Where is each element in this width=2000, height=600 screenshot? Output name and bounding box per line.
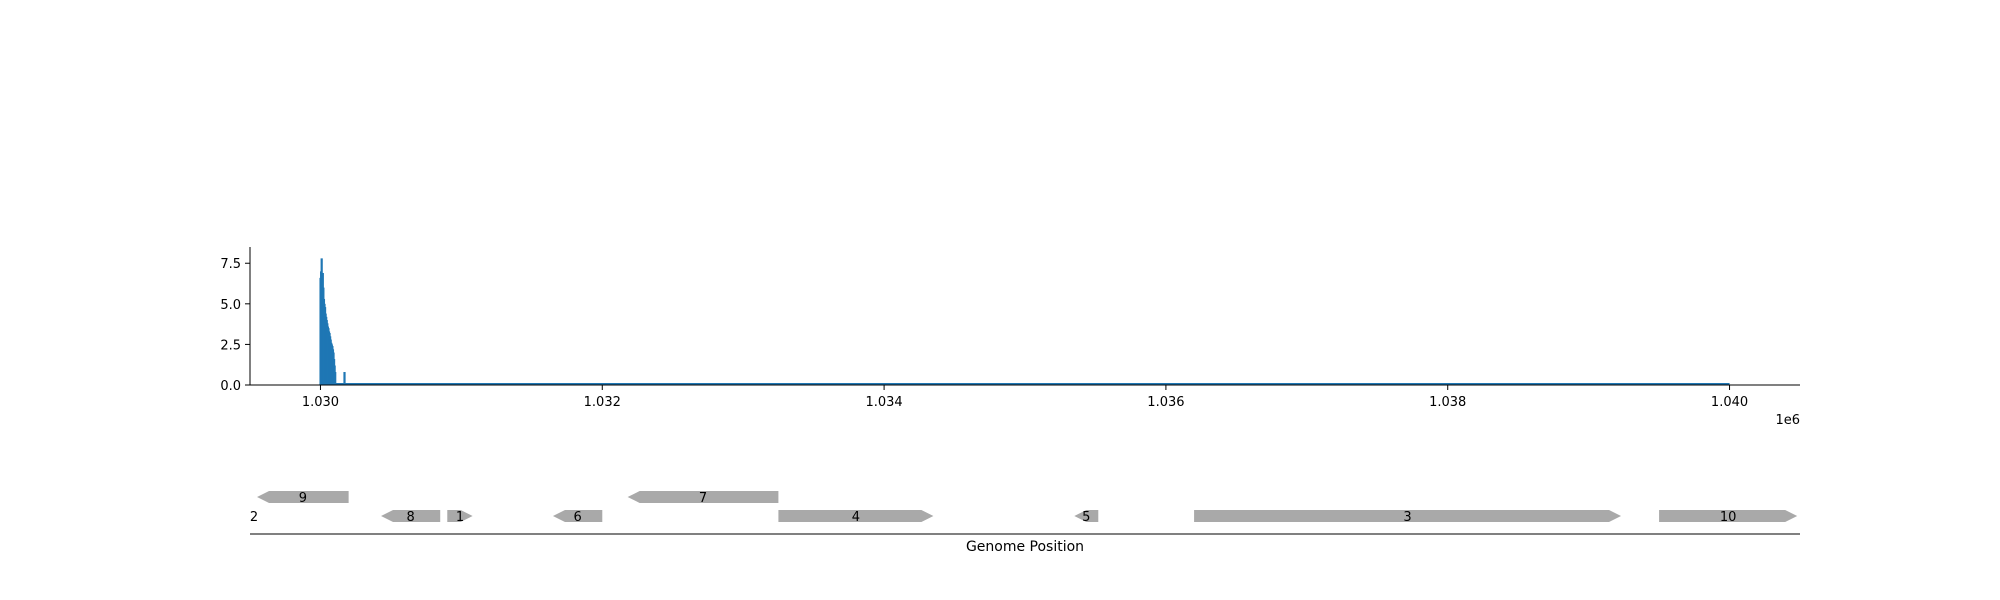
gene-arrow-shape — [381, 510, 441, 522]
y-tick-label: 7.5 — [220, 257, 241, 272]
gene-arrow: 2 — [250, 510, 258, 525]
gene-track-panel: 2 9 8 1 6 7 4 5 3 10 Genome Position — [250, 491, 1800, 555]
gene-label: 1 — [456, 510, 464, 525]
x-tick-label: 1.034 — [865, 395, 902, 410]
x-tick-label: 1.030 — [302, 395, 339, 410]
y-tick-label: 2.5 — [220, 338, 241, 353]
x-tick-label: 1.040 — [1711, 395, 1748, 410]
y-tick-label: 0.0 — [220, 379, 241, 394]
x-axis-title: Genome Position — [966, 539, 1084, 555]
x-axis-offset-label: 1e6 — [1775, 413, 1800, 428]
gene-label: 6 — [573, 510, 581, 525]
gene-arrow: 9 — [257, 491, 349, 506]
coverage-bar — [334, 372, 337, 385]
gene-arrow-shape — [1074, 510, 1099, 522]
gene-arrow: 1 — [447, 510, 473, 525]
gene-arrow-shape — [1659, 510, 1798, 522]
gene-label: 3 — [1403, 510, 1411, 525]
gene-label: 8 — [406, 510, 414, 525]
gene-arrow: 6 — [552, 510, 603, 525]
gene-arrow: 8 — [381, 510, 441, 525]
gene-arrow-shape — [552, 510, 603, 522]
gene-arrow-shape — [447, 510, 473, 522]
gene-arrow: 7 — [627, 491, 779, 506]
gene-arrow-shape — [627, 491, 779, 503]
gene-label: 10 — [1720, 510, 1737, 525]
gene-arrow: 3 — [1194, 510, 1622, 525]
x-axis-ticks: 1.030 1.032 1.034 1.036 1.038 1.040 — [302, 385, 1748, 410]
coverage-bars — [319, 258, 346, 385]
gene-arrow-shape — [257, 491, 349, 503]
gene-arrows: 2 9 8 1 6 7 4 5 3 10 — [250, 491, 1798, 525]
gene-label: 5 — [1082, 510, 1090, 525]
gene-label: 9 — [299, 491, 307, 506]
gene-arrow-shape — [1194, 510, 1622, 522]
y-tick-label: 5.0 — [220, 298, 241, 313]
gene-arrow: 4 — [778, 510, 934, 525]
coverage-panel: 0.02.55.07.5 1.030 1.032 1.034 1.036 1.038 1.… — [220, 247, 1800, 428]
gene-label: 4 — [852, 510, 860, 525]
gene-arrow: 10 — [1659, 510, 1798, 525]
x-tick-label: 1.032 — [584, 395, 621, 410]
x-tick-label: 1.036 — [1147, 395, 1184, 410]
gene-label: 2 — [250, 510, 258, 525]
gene-arrow: 5 — [1074, 510, 1099, 525]
x-tick-label: 1.038 — [1429, 395, 1466, 410]
gene-label: 7 — [699, 491, 707, 506]
y-axis-ticks: 0.0 2.5 5.0 7.5 — [220, 257, 250, 394]
gene-arrow-shape — [778, 510, 934, 522]
coverage-bar — [343, 372, 346, 385]
